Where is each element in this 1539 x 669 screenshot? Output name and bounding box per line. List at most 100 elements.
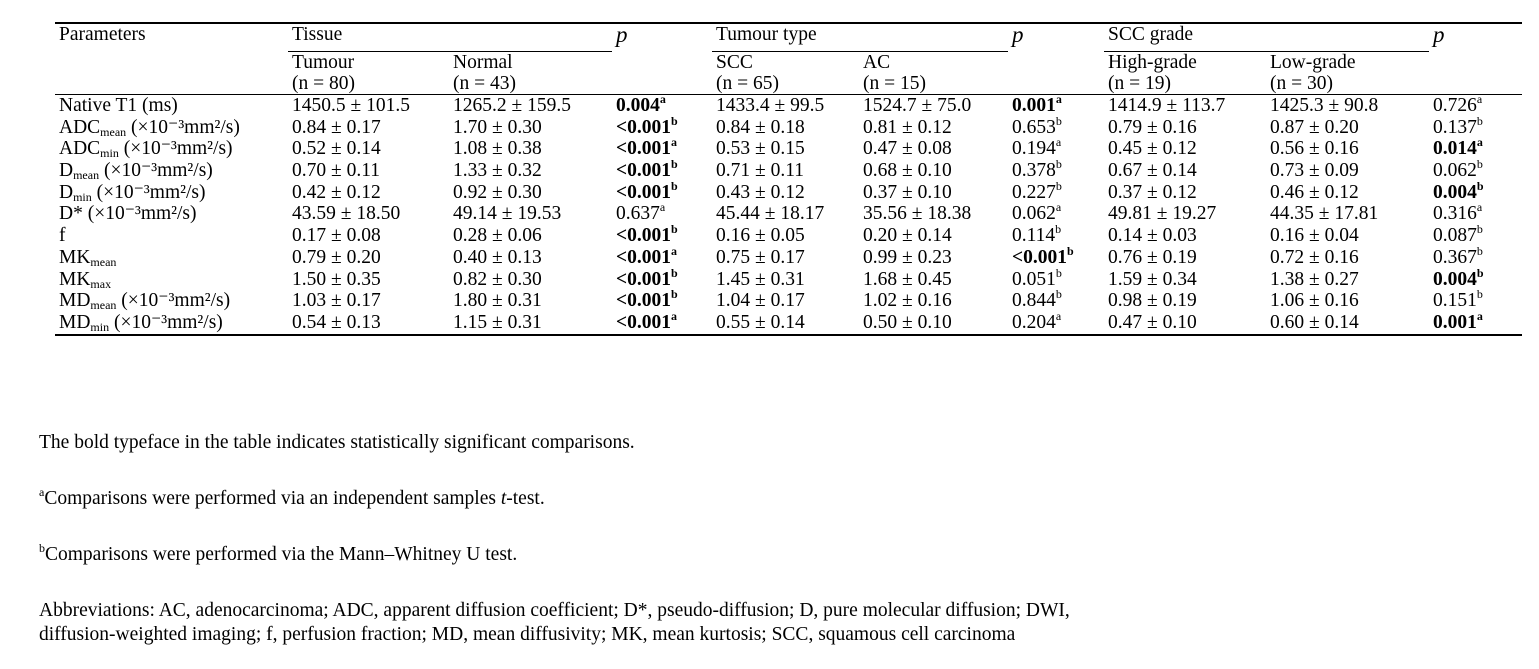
scc-value: 0.75 ± 0.17 bbox=[716, 246, 805, 268]
p-value-scc-grade: 0.001a bbox=[1429, 310, 1523, 336]
parameter-name: D* (×10⁻³mm²/s) bbox=[59, 203, 197, 225]
p-value-tumour-type: 0.844b bbox=[1012, 287, 1062, 312]
parameter-name: MDmin (×10⁻³mm²/s) bbox=[55, 311, 288, 336]
p-value-tumour-type: 0.204a bbox=[1008, 310, 1105, 336]
parameter-name: ADCmin (×10⁻³mm²/s) bbox=[59, 138, 233, 161]
p-value-scc-grade: 0.004b bbox=[1433, 178, 1484, 203]
p-value-scc-grade: 0.151b bbox=[1433, 287, 1483, 312]
note-bold: The bold typeface in the table indicates… bbox=[39, 432, 635, 453]
header-low-grade: Low-grade (n = 30) bbox=[1266, 51, 1430, 95]
p-value-tumour-type: <0.001b bbox=[1012, 243, 1074, 268]
low-grade-value: 0.72 ± 0.16 bbox=[1270, 246, 1359, 268]
p-value-tissue: <0.001b bbox=[616, 157, 678, 182]
header-parameters: Parameters bbox=[55, 22, 288, 52]
p-value-scc-grade: 0.367b bbox=[1433, 243, 1483, 268]
high-grade-value: 0.37 ± 0.12 bbox=[1108, 181, 1197, 203]
parameter-name: Dmin (×10⁻³mm²/s) bbox=[59, 181, 206, 204]
tumour-value: 0.84 ± 0.17 bbox=[292, 116, 381, 138]
parameter-name: MKmax bbox=[59, 268, 112, 291]
p-value-tissue: <0.001b bbox=[616, 178, 678, 203]
low-grade-value: 0.16 ± 0.04 bbox=[1270, 225, 1359, 247]
high-grade-value: 0.79 ± 0.16 bbox=[1108, 116, 1197, 138]
parameter-name: ADCmean (×10⁻³mm²/s) bbox=[59, 116, 240, 139]
table-row: Dmin (×10⁻³mm²/s) 0.42 ± 0.12 0.92 ± 0.30 <… bbox=[55, 178, 1522, 204]
scc-value: 0.16 ± 0.05 bbox=[716, 225, 805, 247]
table-row: f 0.17 ± 0.08 0.28 ± 0.06 <0.001b 0.16 ± 0.0… bbox=[55, 222, 1522, 247]
p-value-tissue: <0.001b bbox=[616, 113, 678, 138]
tumour-value: 43.59 ± 18.50 bbox=[292, 203, 401, 225]
p-value-tissue: <0.001b bbox=[616, 222, 678, 247]
tumour-value: 0.79 ± 0.20 bbox=[292, 246, 381, 268]
low-grade-value: 0.73 ± 0.09 bbox=[1270, 160, 1359, 182]
p-value-scc-grade: 0.726a bbox=[1433, 92, 1483, 116]
low-grade-value: 0.87 ± 0.20 bbox=[1270, 116, 1359, 138]
parameter-name: MKmean bbox=[59, 246, 117, 269]
tumour-value: 0.17 ± 0.08 bbox=[292, 225, 381, 247]
ac-value: 0.47 ± 0.08 bbox=[863, 138, 952, 160]
low-grade-value: 1.38 ± 0.27 bbox=[1270, 268, 1359, 290]
ac-value: 1.68 ± 0.45 bbox=[863, 268, 952, 290]
table-row: ADCmin (×10⁻³mm²/s) 0.52 ± 0.14 1.08 ± 0.3… bbox=[55, 135, 1522, 161]
p-value-scc-grade: 0.062b bbox=[1433, 157, 1483, 182]
scc-value: 0.43 ± 0.12 bbox=[716, 181, 805, 203]
p-value-scc-grade: 0.014a bbox=[1433, 135, 1483, 160]
low-grade-value: 0.46 ± 0.12 bbox=[1270, 181, 1359, 203]
p-value-tumour-type: 0.653b bbox=[1012, 113, 1062, 138]
normal-value: 1.80 ± 0.31 bbox=[453, 290, 542, 312]
ac-value: 0.81 ± 0.12 bbox=[863, 116, 952, 138]
p-value-tumour-type: 0.062a bbox=[1012, 200, 1062, 225]
scc-value: 0.53 ± 0.15 bbox=[716, 138, 805, 160]
ac-value: 1524.7 ± 75.0 bbox=[863, 95, 972, 116]
header-tissue: Tissue bbox=[288, 22, 613, 52]
p-value-tissue: <0.001b bbox=[616, 287, 678, 312]
header-tumour-type: Tumour type bbox=[712, 22, 1009, 52]
ac-value: 0.37 ± 0.10 bbox=[863, 181, 952, 203]
header-tumour: Tumour (n = 80) bbox=[288, 51, 449, 95]
parameter-name: Native T1 (ms) bbox=[59, 95, 178, 116]
p-value-tissue: <0.001b bbox=[616, 265, 678, 290]
p-value-tumour-type: 0.194a bbox=[1012, 135, 1062, 160]
header-normal: Normal (n = 43) bbox=[449, 51, 613, 95]
normal-value: 1.70 ± 0.30 bbox=[453, 116, 542, 138]
normal-value: 1265.2 ± 159.5 bbox=[453, 95, 571, 116]
ac-value: 0.50 ± 0.10 bbox=[859, 311, 1009, 336]
header-row-1: Parameters Tissue p Tumour type p SCC gr… bbox=[55, 22, 1523, 52]
table-row: D* (×10⁻³mm²/s) 43.59 ± 18.50 49.14 ± 19.5… bbox=[55, 200, 1522, 225]
table-row: MKmean 0.79 ± 0.20 0.40 ± 0.13 <0.001a 0.75 … bbox=[55, 243, 1522, 269]
header-high-grade: High-grade (n = 19) bbox=[1104, 51, 1267, 95]
parameter-name: MDmean (×10⁻³mm²/s) bbox=[59, 290, 231, 313]
table-body: Native T1 (ms) 1450.5 ± 101.5 1265.2 ± 159… bbox=[55, 92, 1523, 336]
ac-value: 0.68 ± 0.10 bbox=[863, 160, 952, 182]
header-row-2: Tumour (n = 80) Normal (n = 43) SCC (n = 65… bbox=[55, 51, 1523, 95]
tumour-value: 0.54 ± 0.13 bbox=[288, 311, 449, 336]
scc-value: 0.84 ± 0.18 bbox=[716, 116, 805, 138]
p-value-scc-grade: 0.137b bbox=[1433, 113, 1483, 138]
p-value-tissue: 0.004a bbox=[616, 92, 666, 116]
ac-value: 1.02 ± 0.16 bbox=[863, 290, 952, 312]
tumour-value: 0.42 ± 0.12 bbox=[292, 181, 381, 203]
p-value-tumour-type: 0.378b bbox=[1012, 157, 1062, 182]
normal-value: 1.33 ± 0.32 bbox=[453, 160, 542, 182]
high-grade-value: 0.14 ± 0.03 bbox=[1108, 225, 1197, 247]
ac-value: 35.56 ± 18.38 bbox=[863, 203, 972, 225]
scc-value: 1.04 ± 0.17 bbox=[716, 290, 805, 312]
parameter-name: Dmean (×10⁻³mm²/s) bbox=[59, 160, 213, 183]
p-value-scc-grade: 0.087b bbox=[1433, 222, 1483, 247]
p-value-tissue: <0.001a bbox=[616, 135, 678, 160]
table-row: Native T1 (ms) 1450.5 ± 101.5 1265.2 ± 159… bbox=[55, 92, 1522, 117]
scc-value: 1.45 ± 0.31 bbox=[716, 268, 805, 290]
tumour-value: 0.70 ± 0.11 bbox=[292, 160, 380, 182]
header-scc-grade: SCC grade bbox=[1104, 22, 1430, 52]
high-grade-value: 0.98 ± 0.19 bbox=[1108, 290, 1197, 312]
tumour-value: 0.52 ± 0.14 bbox=[292, 138, 381, 160]
normal-value: 0.40 ± 0.13 bbox=[453, 246, 542, 268]
low-grade-value: 1425.3 ± 90.8 bbox=[1270, 95, 1379, 116]
p-value-tumour-type: 0.114b bbox=[1012, 222, 1062, 247]
note-a: aComparisons were performed via an indep… bbox=[39, 485, 545, 509]
parameter-name: f bbox=[59, 225, 66, 247]
ac-value: 0.20 ± 0.14 bbox=[863, 225, 952, 247]
p-value-tumour-type: 0.227b bbox=[1012, 178, 1062, 203]
scc-value: 0.71 ± 0.11 bbox=[716, 160, 804, 182]
p-value-tumour-type: 0.051b bbox=[1012, 265, 1062, 290]
